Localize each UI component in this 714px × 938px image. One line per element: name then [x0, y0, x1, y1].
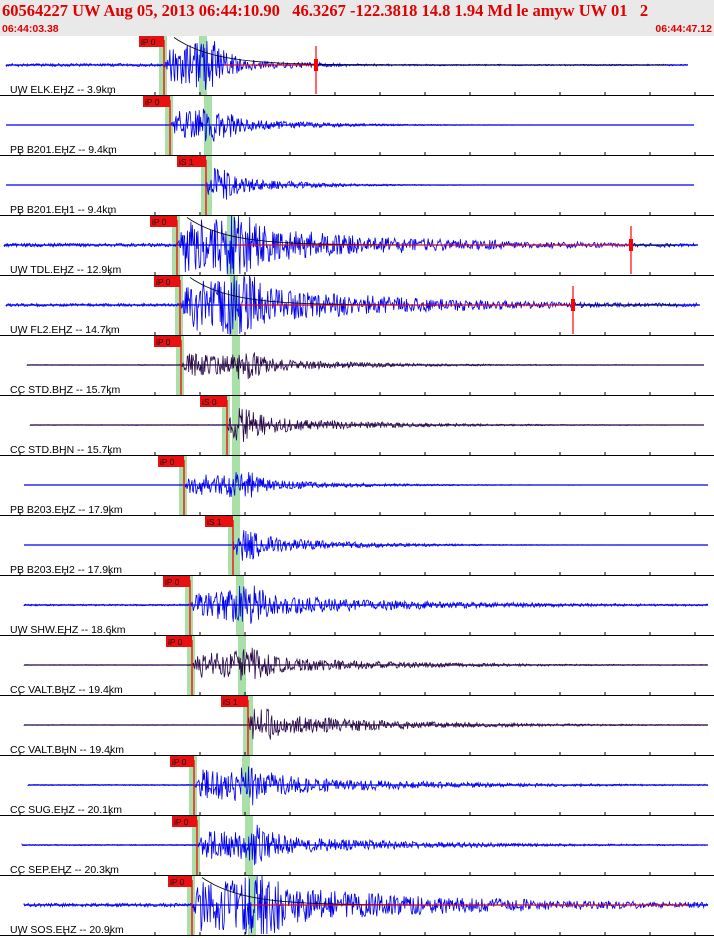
trace-row: iP 0 UW SOS.EHZ -- 20.9km — [0, 875, 714, 936]
trace-row: iP 0 UW ELK.EHZ -- 3.9km — [0, 36, 714, 96]
trace-row: iP 0 PB B203.EHZ -- 17.9km — [0, 456, 714, 516]
station-label: PB B203.EHZ -- 17.9km — [10, 504, 123, 516]
phase-pick-box[interactable] — [150, 216, 177, 227]
phase-pick-label: iP 0 — [174, 817, 189, 827]
station-label: PB B201.EHZ -- 9.4km — [10, 144, 117, 156]
phase-pick-box[interactable] — [168, 876, 192, 887]
waveform-trace — [23, 647, 708, 681]
coda-duration-curve — [186, 217, 675, 246]
phase-pick-box[interactable] — [205, 516, 233, 527]
phase-pick-box[interactable] — [221, 696, 248, 707]
phase-pick-label: iP 0 — [156, 337, 171, 347]
station-label: PB B203.EH2 -- 17.9km — [10, 564, 122, 576]
coda-duration-curve — [189, 277, 678, 306]
waveform-trace — [6, 167, 694, 200]
phase-pick-box[interactable] — [143, 96, 170, 107]
phase-pick-box[interactable] — [170, 756, 194, 767]
waveform-trace — [6, 108, 694, 142]
phase-pick-box[interactable] — [154, 336, 181, 347]
phase-pick-label: iP 0 — [170, 877, 185, 887]
event-title: 60564227 UW Aug 05, 2013 06:44:10.90 46.… — [2, 1, 649, 20]
phase-pick-label: iP 0 — [165, 577, 180, 587]
station-label: CC STD.BHZ -- 15.7km — [10, 384, 121, 396]
phase-pick-box[interactable] — [139, 36, 164, 47]
waveform-trace — [23, 708, 709, 740]
phase-pick-label: iS 1 — [207, 517, 222, 527]
station-label: CC SUG.EHZ -- 20.1km — [10, 804, 122, 816]
seismogram-plot: iP 0 UW ELK.EHZ -- 3.9km iP 0 PB B201.EHZ -… — [0, 36, 714, 936]
trace-row: iP 0 UW TDL.EHZ -- 12.9km — [0, 215, 714, 276]
phase-pick-label: iP 0 — [160, 457, 175, 467]
phase-pick-label: iP 0 — [145, 97, 160, 107]
trace-row: iP 0 PB B201.EHZ -- 9.4km — [0, 96, 714, 156]
trace-row: iS 0 CC STD.BHN -- 15.7km — [0, 396, 714, 456]
coda-end-marker-box — [571, 299, 575, 311]
phase-pick-label: iP 0 — [172, 757, 187, 767]
trace-row: iP 0 CC STD.BHZ -- 15.7km — [0, 336, 714, 396]
phase-pick-label: iS 0 — [202, 397, 217, 407]
phase-pick-box[interactable] — [154, 276, 180, 287]
trace-row: iP 0 CC SEP.EHZ -- 20.3km — [0, 816, 714, 876]
phase-pick-label: iP 0 — [141, 37, 156, 47]
station-label: UW SHW.EHZ -- 18.6km — [10, 624, 126, 636]
phase-pick-box[interactable] — [200, 396, 227, 407]
station-label: UW TDL.EHZ -- 12.9km — [10, 264, 121, 276]
coda-end-marker-box — [629, 239, 633, 251]
station-label: UW SOS.EHZ -- 20.9km — [10, 924, 124, 936]
coda-duration-curve — [201, 877, 686, 906]
waveform-trace — [24, 530, 708, 561]
phase-pick-box[interactable] — [177, 156, 206, 167]
trace-row: iP 0 CC VALT.BHZ -- 19.4km — [0, 636, 714, 696]
station-label: CC SEP.EHZ -- 20.3km — [10, 864, 119, 876]
waveform-trace — [21, 824, 708, 866]
phase-pick-box[interactable] — [172, 816, 197, 827]
event-header: 60564227 UW Aug 05, 2013 06:44:10.90 46.… — [0, 0, 714, 36]
trace-row: iP 0 CC SUG.EHZ -- 20.1km — [0, 756, 714, 816]
trace-row: iP 0 UW FL2.EHZ -- 14.7km — [0, 275, 714, 336]
station-label: CC VALT.BHN -- 19.4km — [10, 744, 124, 756]
waveform-trace — [29, 408, 704, 443]
window-start-time: 06:44:03.38 — [2, 23, 59, 35]
trace-row: iS 1 PB B201.EH1 -- 9.4km — [0, 156, 714, 216]
station-label: CC VALT.BHZ -- 19.4km — [10, 684, 123, 696]
trace-row: iS 1 CC VALT.BHN -- 19.4km — [0, 696, 714, 756]
window-end-time: 06:44:47.12 — [655, 23, 712, 35]
station-label: UW ELK.EHZ -- 3.9km — [10, 84, 116, 96]
waveform-trace — [23, 585, 709, 624]
phase-pick-label: iS 1 — [179, 157, 194, 167]
station-label: UW FL2.EHZ -- 14.7km — [10, 324, 120, 336]
phase-pick-label: iP 0 — [156, 277, 171, 287]
trace-row: iP 0 UW SHW.EHZ -- 18.6km — [0, 576, 714, 636]
station-label: PB B201.EH1 -- 9.4km — [10, 204, 116, 216]
trace-row: iS 1 PB B203.EH2 -- 17.9km — [0, 516, 714, 576]
waveform-trace — [27, 766, 708, 806]
phase-pick-label: iS 1 — [223, 697, 238, 707]
phase-pick-box[interactable] — [158, 456, 184, 467]
coda-duration-curve — [173, 37, 666, 66]
phase-pick-box[interactable] — [166, 636, 192, 647]
station-label: CC STD.BHN -- 15.7km — [10, 444, 122, 456]
waveform-trace — [23, 875, 709, 935]
phase-pick-label: iP 0 — [152, 217, 167, 227]
phase-pick-box[interactable] — [163, 576, 190, 587]
waveform-trace — [26, 351, 704, 380]
waveform-trace — [24, 472, 708, 498]
waveform-trace — [5, 275, 700, 336]
coda-end-marker-box — [314, 59, 318, 71]
phase-pick-label: iP 0 — [168, 637, 183, 647]
